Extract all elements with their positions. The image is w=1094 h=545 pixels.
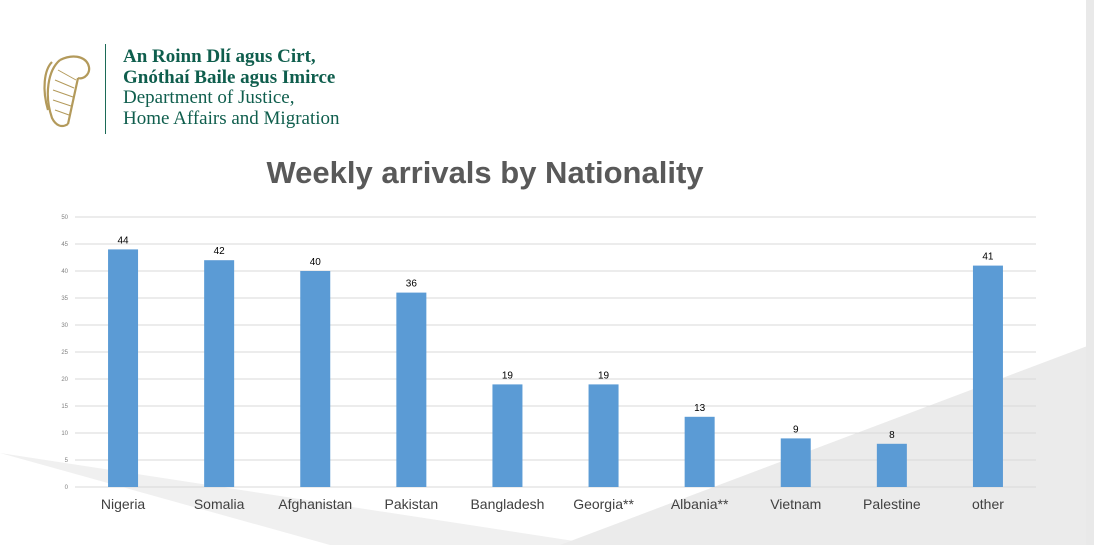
chart-title: Weekly arrivals by Nationality xyxy=(266,155,704,190)
bar xyxy=(108,249,139,487)
x-tick-label: Nigeria xyxy=(101,496,146,512)
y-tick-label: 40 xyxy=(61,269,68,275)
data-label: 8 xyxy=(889,430,895,441)
bar xyxy=(972,265,1003,487)
data-label: 41 xyxy=(982,252,994,263)
data-label: 42 xyxy=(214,246,226,257)
y-tick-label: 30 xyxy=(61,323,68,329)
bar xyxy=(684,416,715,487)
department-name-irish-1: An Roinn Dlí agus Cirt, xyxy=(123,46,316,67)
data-label: 36 xyxy=(406,279,418,290)
y-tick-label: 0 xyxy=(65,485,69,491)
harp-logo-icon xyxy=(43,55,91,128)
bar xyxy=(204,260,235,487)
data-label: 19 xyxy=(598,370,610,381)
bar xyxy=(300,271,331,487)
bar xyxy=(588,384,619,487)
x-tick-label: Pakistan xyxy=(384,496,438,512)
x-tick-label: Vietnam xyxy=(770,496,821,512)
bar xyxy=(876,443,907,487)
department-name: An Roinn Dlí agus Cirt, Gnóthaí Baile ag… xyxy=(123,46,340,129)
y-tick-label: 25 xyxy=(61,350,68,356)
x-tick-label: Bangladesh xyxy=(470,496,544,512)
x-tick-label: Palestine xyxy=(863,496,921,512)
right-edge-panel xyxy=(1086,0,1094,545)
x-tick-label: Georgia** xyxy=(573,496,634,512)
x-tick-label: other xyxy=(972,496,1004,512)
x-tick-label: Afghanistan xyxy=(278,496,352,512)
y-tick-label: 15 xyxy=(61,404,68,410)
y-tick-label: 20 xyxy=(61,377,68,383)
data-label: 19 xyxy=(502,370,514,381)
y-tick-label: 50 xyxy=(61,215,68,221)
y-tick-label: 35 xyxy=(61,296,68,302)
logo-divider xyxy=(105,44,106,134)
y-tick-label: 10 xyxy=(61,431,68,437)
data-label: 40 xyxy=(310,257,322,268)
bar xyxy=(780,438,811,487)
y-tick-label: 5 xyxy=(65,458,69,464)
data-label: 13 xyxy=(694,403,706,414)
y-tick-label: 45 xyxy=(61,242,68,248)
bar xyxy=(396,292,427,487)
x-tick-label: Albania** xyxy=(671,496,729,512)
department-name-english-1: Department of Justice, xyxy=(123,87,295,108)
department-name-english-2: Home Affairs and Migration xyxy=(123,107,340,129)
data-label: 44 xyxy=(117,235,129,246)
department-name-irish-2: Gnóthaí Baile agus Imirce xyxy=(123,66,336,88)
bar xyxy=(492,384,523,487)
x-tick-label: Somalia xyxy=(194,496,245,512)
data-label: 9 xyxy=(793,424,799,435)
